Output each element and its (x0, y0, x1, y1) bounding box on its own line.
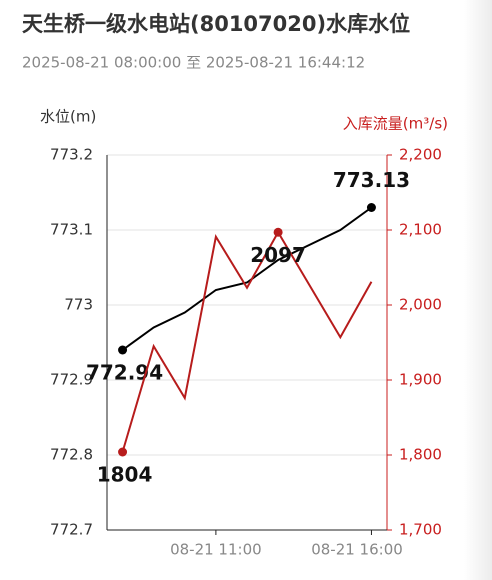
point-marker (118, 447, 128, 457)
y2-tick-label: 2,100 (399, 221, 442, 239)
y2-tick-label: 1,800 (399, 446, 442, 464)
y-tick-label: 773.1 (50, 221, 93, 239)
point-marker (118, 345, 128, 355)
chart-title: 天生桥一级水电站(80107020)水库水位 (22, 12, 410, 36)
data-label: 772.94 (86, 361, 163, 385)
y-axis-label: 水位(m) (40, 108, 96, 126)
y-tick-label: 773 (64, 296, 93, 314)
series-line (121, 230, 373, 453)
x-tick-label: 08-21 16:00 (311, 541, 403, 559)
data-label: 2097 (250, 243, 306, 267)
x-tick-label: 08-21 11:00 (170, 541, 262, 559)
data-label: 1804 (97, 463, 153, 487)
y2-tick-label: 2,200 (399, 146, 442, 164)
y-tick-label: 772.8 (50, 446, 93, 464)
point-marker (366, 203, 376, 212)
y-tick-label: 772.9 (50, 371, 93, 389)
y-tick-label: 773.2 (50, 146, 93, 164)
y2-tick-label: 1,700 (399, 521, 442, 539)
chart-subtitle: 2025-08-21 08:00:00 至 2025-08-21 16:44:1… (22, 54, 365, 72)
y2-axis-label: 入库流量(m³/s) (343, 115, 448, 133)
y2-tick-label: 1,900 (399, 371, 442, 389)
y2-tick-label: 2,000 (399, 296, 442, 314)
series-line (121, 206, 373, 351)
data-label: 773.13 (333, 168, 410, 192)
scroll-shade (464, 0, 492, 580)
y-tick-label: 772.7 (50, 521, 93, 539)
point-marker (273, 227, 283, 237)
